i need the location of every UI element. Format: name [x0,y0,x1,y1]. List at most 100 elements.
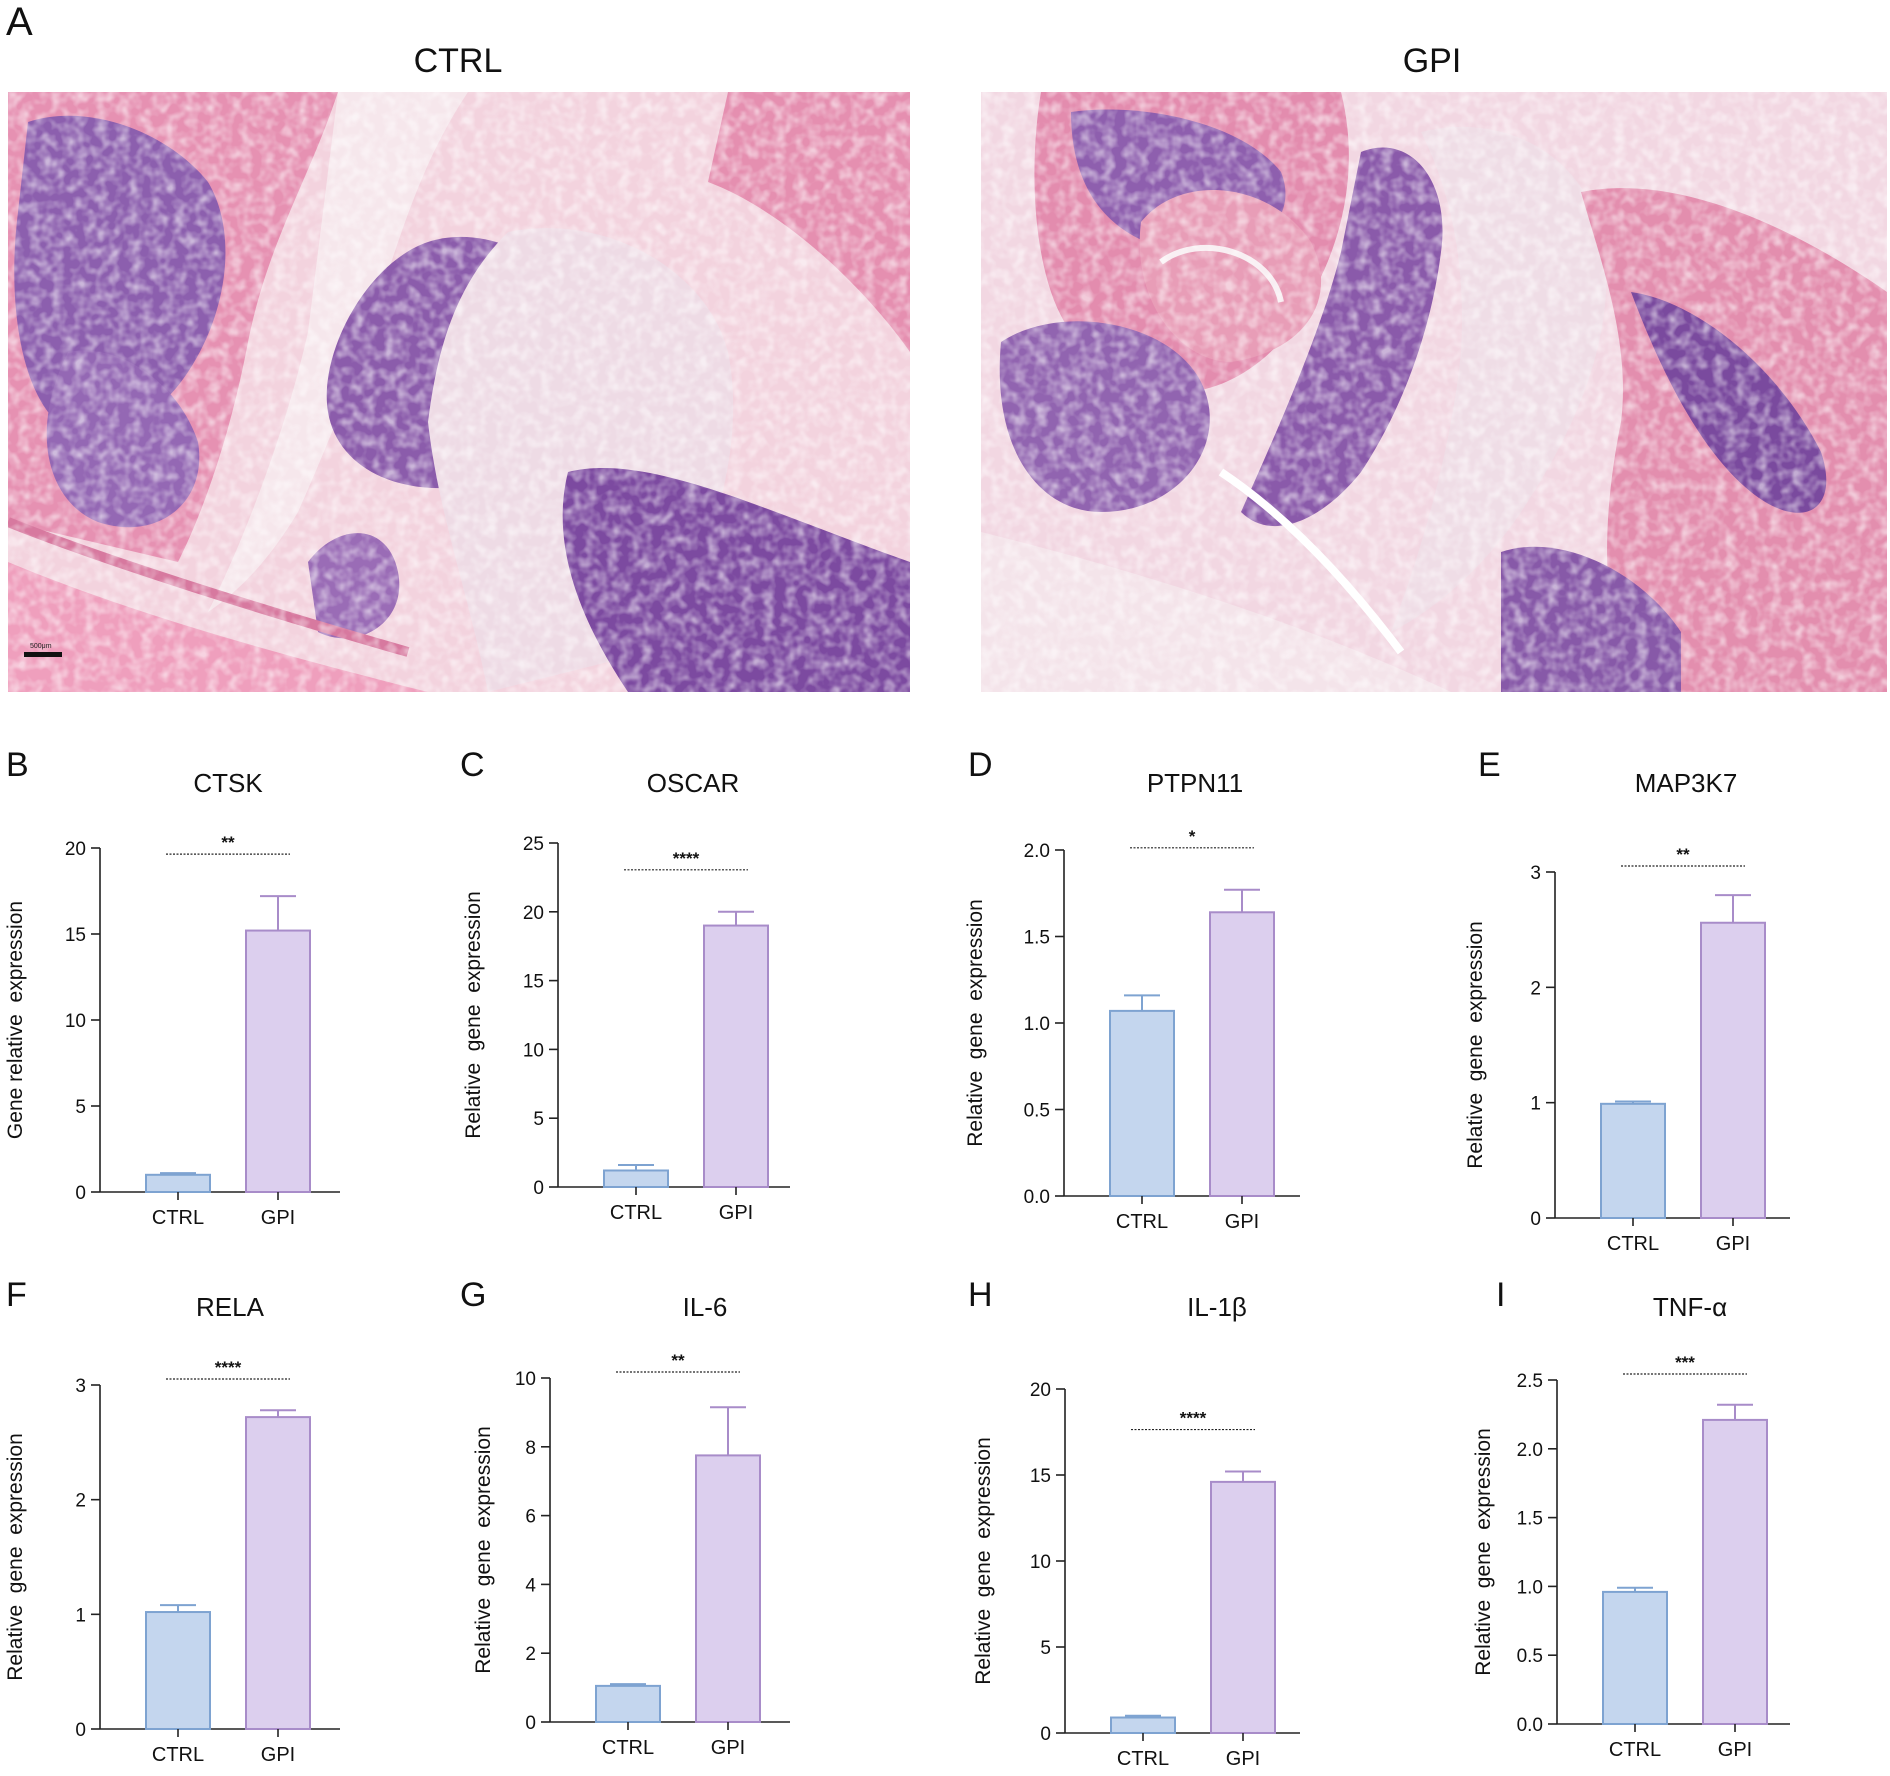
bar-gpi [245,1416,311,1731]
panel-letter: G [460,1276,486,1314]
y-tick-label: 6 [525,1507,536,1528]
significance-label: ** [1676,845,1690,864]
y-tick-label: 0 [75,1720,86,1741]
bar-ctrl [1602,1590,1668,1725]
significance-label: * [1189,827,1196,846]
panel-letter: B [6,746,29,784]
chart-g: G IL-6 Relative gene expression 0 2 4 6 8 10 CTRL… [460,1276,790,1759]
significance-label: ** [221,833,235,852]
panel-letter: C [460,746,485,784]
chart-title: PTPN11 [1147,768,1243,798]
y-tick-label: 15 [1030,1466,1051,1487]
y-tick-label: 1.5 [1024,928,1050,949]
histology-title-ctrl: CTRL [413,42,503,80]
y-tick-label: 2 [1530,978,1541,999]
y-tick-label: 0 [525,1713,536,1734]
histology-image-gpi [981,92,1887,692]
y-tick-label: 15 [65,925,86,946]
y-tick-label: 2 [75,1491,86,1512]
x-tick-label: GPI [1716,1233,1750,1255]
chart-title: CTSK [193,768,263,798]
y-axis-label: Relative gene expression [4,1433,27,1680]
x-tick-label: CTRL [1117,1748,1169,1770]
y-tick-label: 5 [1040,1638,1051,1659]
bar-ctrl [603,1169,669,1189]
x-tick-label: CTRL [602,1737,654,1759]
panel-letter: E [1478,746,1501,784]
y-tick-label: 0 [1040,1724,1051,1745]
bar-gpi [245,929,311,1193]
significance-label: ** [671,1351,685,1370]
y-tick-label: 0 [75,1183,86,1204]
chart-title: IL-6 [683,1292,728,1322]
chart-e: E MAP3K7 Relative gene expression 0 1 2 3 CTRL G… [1464,746,1790,1255]
chart-d: D PTPN11 Relative gene expression 0.0 0.5 1.0… [964,746,1300,1233]
y-axis-label: Relative gene expression [1472,1428,1495,1675]
y-tick-label: 20 [65,839,86,860]
bar-gpi [695,1454,761,1723]
y-tick-label: 20 [1030,1380,1051,1401]
y-tick-label: 2.0 [1517,1440,1543,1461]
y-tick-label: 20 [523,903,544,924]
y-axis-label: Relative gene expression [472,1426,495,1673]
y-tick-label: 0.5 [1024,1101,1050,1122]
y-tick-label: 1.0 [1024,1014,1050,1035]
chart-title: IL-1β [1187,1292,1247,1322]
x-tick-label: GPI [261,1207,295,1229]
x-tick-label: CTRL [610,1202,662,1224]
panel-letter: H [968,1276,993,1314]
significance-label: *** [1675,1353,1695,1372]
y-axis-label: Gene relative expression [4,901,27,1139]
bar-ctrl [595,1684,661,1724]
y-tick-label: 4 [525,1575,536,1596]
x-tick-label: GPI [719,1202,753,1224]
y-tick-label: 0 [533,1178,544,1199]
bar-gpi [1700,921,1766,1219]
significance-label: **** [1180,1409,1207,1428]
significance-label: **** [215,1358,242,1377]
y-tick-label: 2 [525,1644,536,1665]
chart-h: H IL-1β Relative gene expression 0 5 10 15 20 CT… [968,1276,1300,1770]
histology-image-ctrl: 500μm [8,92,910,692]
chart-title: MAP3K7 [1635,768,1738,798]
x-tick-label: GPI [1225,1211,1259,1233]
bar-ctrl [145,1173,211,1193]
significance-label: **** [673,849,700,868]
bar-ctrl [1600,1102,1666,1220]
bar-gpi [1702,1418,1768,1726]
chart-f: F RELA Relative gene expression 0 1 2 3 CTRL GPI… [4,1276,340,1766]
y-tick-label: 5 [75,1097,86,1118]
x-tick-label: CTRL [152,1207,204,1229]
x-tick-label: GPI [1718,1739,1752,1761]
y-tick-label: 3 [1530,863,1541,884]
y-tick-label: 3 [75,1376,86,1397]
y-tick-label: 1.0 [1517,1577,1543,1598]
x-tick-label: CTRL [1607,1233,1659,1255]
y-tick-label: 0.0 [1024,1187,1050,1208]
panel-letter-a: A [6,0,33,44]
y-tick-label: 25 [523,834,544,855]
bar-ctrl [1110,1716,1176,1734]
y-tick-label: 10 [65,1011,86,1032]
y-tick-label: 8 [525,1438,536,1459]
x-tick-label: CTRL [152,1744,204,1766]
y-tick-label: 1 [75,1605,86,1626]
y-tick-label: 5 [533,1109,544,1130]
y-tick-label: 1 [1530,1094,1541,1115]
y-axis-label: Relative gene expression [972,1437,995,1684]
y-tick-label: 0.0 [1517,1715,1543,1736]
chart-title: RELA [196,1292,265,1322]
histology-title-gpi: GPI [1402,42,1462,80]
y-tick-label: 0.5 [1517,1646,1543,1667]
chart-title: TNF-α [1653,1292,1727,1322]
x-tick-label: GPI [711,1737,745,1759]
y-tick-label: 0 [1530,1209,1541,1230]
scale-bar-label: 500μm [30,643,52,650]
y-tick-label: 1.5 [1517,1509,1543,1530]
panel-letter: F [6,1276,27,1314]
panel-letter: I [1496,1276,1505,1314]
bar-gpi [703,924,769,1188]
y-tick-label: 10 [1030,1552,1051,1573]
y-tick-label: 2.5 [1517,1371,1543,1392]
chart-title: OSCAR [647,768,739,798]
